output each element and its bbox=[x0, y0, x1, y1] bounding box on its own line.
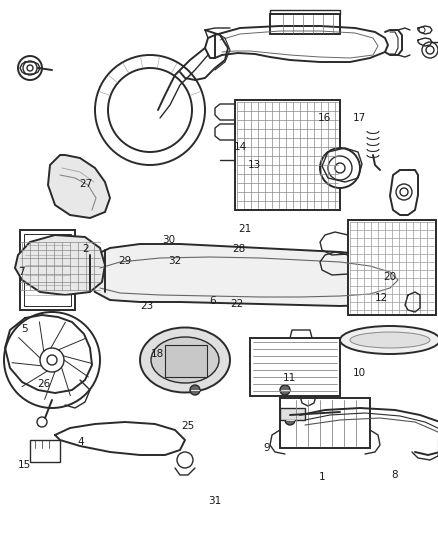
Circle shape bbox=[400, 188, 408, 196]
Text: 10: 10 bbox=[353, 368, 366, 378]
Circle shape bbox=[285, 415, 295, 425]
Circle shape bbox=[426, 46, 434, 54]
Polygon shape bbox=[48, 155, 110, 218]
Bar bbox=[20, 230, 75, 310]
Polygon shape bbox=[90, 244, 408, 306]
Circle shape bbox=[23, 61, 37, 75]
Circle shape bbox=[4, 312, 100, 408]
Circle shape bbox=[419, 27, 425, 33]
Circle shape bbox=[280, 385, 290, 395]
Text: 25: 25 bbox=[182, 422, 195, 431]
Text: 6: 6 bbox=[209, 296, 216, 306]
Bar bbox=[30, 440, 60, 462]
Bar bbox=[280, 398, 370, 448]
Circle shape bbox=[37, 417, 47, 427]
Text: 17: 17 bbox=[353, 114, 366, 123]
Circle shape bbox=[40, 348, 64, 372]
Circle shape bbox=[27, 65, 33, 71]
Circle shape bbox=[335, 163, 345, 173]
Circle shape bbox=[422, 42, 438, 58]
Bar bbox=[235, 100, 340, 210]
Text: 13: 13 bbox=[247, 160, 261, 170]
Text: 22: 22 bbox=[230, 299, 243, 309]
Bar bbox=[250, 338, 340, 396]
Text: 23: 23 bbox=[140, 302, 153, 311]
Text: 20: 20 bbox=[383, 272, 396, 282]
Circle shape bbox=[95, 55, 205, 165]
Circle shape bbox=[108, 68, 192, 152]
Bar bbox=[24, 234, 71, 306]
Circle shape bbox=[328, 156, 352, 180]
Ellipse shape bbox=[151, 337, 219, 383]
Text: 12: 12 bbox=[374, 294, 388, 303]
Bar bbox=[348, 220, 436, 315]
Text: 26: 26 bbox=[37, 379, 50, 389]
Bar bbox=[280, 408, 305, 420]
Text: 5: 5 bbox=[21, 325, 28, 334]
Text: 14: 14 bbox=[234, 142, 247, 151]
Text: 7: 7 bbox=[18, 267, 25, 277]
Text: 18: 18 bbox=[151, 350, 164, 359]
Text: 28: 28 bbox=[232, 244, 245, 254]
Text: 32: 32 bbox=[169, 256, 182, 266]
Text: 2: 2 bbox=[82, 245, 89, 254]
Text: 27: 27 bbox=[79, 179, 92, 189]
Ellipse shape bbox=[350, 332, 430, 348]
Text: 15: 15 bbox=[18, 460, 31, 470]
Text: 11: 11 bbox=[283, 374, 296, 383]
Text: 31: 31 bbox=[208, 496, 221, 506]
Text: 8: 8 bbox=[391, 471, 398, 480]
Text: 1: 1 bbox=[318, 472, 325, 482]
Circle shape bbox=[47, 355, 57, 365]
Text: 29: 29 bbox=[118, 256, 131, 266]
Polygon shape bbox=[15, 235, 105, 295]
Text: 16: 16 bbox=[318, 114, 331, 123]
Bar bbox=[270, 14, 340, 34]
Bar bbox=[165, 345, 207, 377]
Text: 4: 4 bbox=[78, 438, 85, 447]
Text: 30: 30 bbox=[162, 235, 175, 245]
Text: 9: 9 bbox=[264, 443, 271, 453]
Circle shape bbox=[190, 385, 200, 395]
Circle shape bbox=[18, 56, 42, 80]
Circle shape bbox=[177, 452, 193, 468]
Ellipse shape bbox=[340, 326, 438, 354]
Circle shape bbox=[320, 148, 360, 188]
Circle shape bbox=[396, 184, 412, 200]
Text: 21: 21 bbox=[239, 224, 252, 234]
Ellipse shape bbox=[140, 327, 230, 392]
